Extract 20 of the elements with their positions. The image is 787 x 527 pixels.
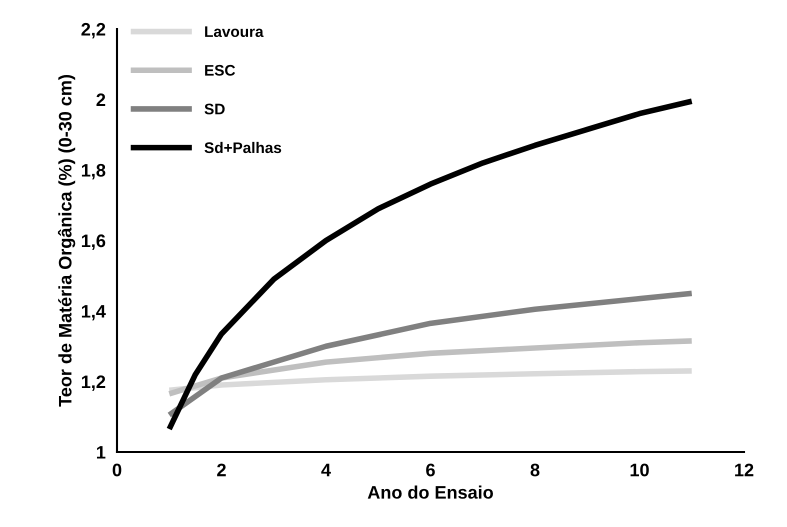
y-tick-label: 1,6 <box>82 234 106 250</box>
x-tick-label: 6 <box>426 464 435 476</box>
x-tick-label: 12 <box>735 464 754 476</box>
y-tick-label: 2,2 <box>81 22 106 38</box>
x-tick-label: 10 <box>630 464 649 476</box>
x-tick-label: 4 <box>321 464 331 476</box>
legend-label: Sd+Palhas <box>204 142 282 154</box>
legend-label: ESC <box>205 64 236 76</box>
y-axis-title: Teor de Matéria Orgânica (%) (0-30 cm) <box>58 74 76 407</box>
y-tick-label: 1,4 <box>82 305 106 320</box>
legend-label: Lavoura <box>205 26 264 38</box>
x-tick-label: 0 <box>112 464 122 476</box>
y-tick-label: 1,8 <box>82 164 106 180</box>
y-tick-label: 1 <box>96 446 106 459</box>
y-tick-label: 1,2 <box>82 375 106 391</box>
x-tick-label: 8 <box>530 464 540 476</box>
x-axis-title: Ano do Ensaio <box>368 486 493 499</box>
legend-label: SD <box>204 104 225 114</box>
y-tick-label: 2 <box>96 93 106 106</box>
x-tick-label: 2 <box>217 464 226 476</box>
